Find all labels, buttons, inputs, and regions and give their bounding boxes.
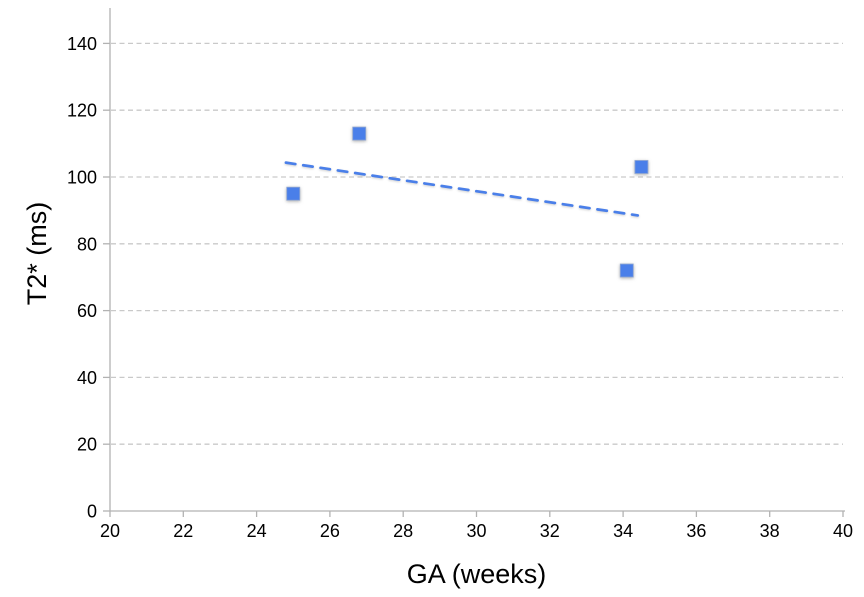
data-point-marker [634, 160, 649, 174]
x-tick-label: 20 [100, 521, 120, 541]
x-tick-label: 38 [760, 521, 780, 541]
data-point-marker [352, 126, 367, 141]
x-tick-label: 34 [613, 521, 633, 541]
y-tick-label: 80 [77, 234, 97, 254]
y-tick-label: 60 [77, 301, 97, 321]
x-tick-label: 40 [833, 521, 853, 541]
trendline [284, 161, 640, 217]
y-tick-label: 100 [67, 168, 97, 188]
x-tick-label: 24 [247, 521, 267, 541]
y-tick-label: 120 [67, 101, 97, 121]
x-tick-label: 32 [540, 521, 560, 541]
x-tick-label: 30 [466, 521, 486, 541]
x-tick-label: 26 [320, 521, 340, 541]
data-point-marker [619, 263, 634, 278]
gridlines-group [111, 42, 843, 445]
y-tick-label: 40 [77, 368, 97, 388]
y-tick-label: 0 [87, 502, 97, 522]
x-tick-label: 28 [393, 521, 413, 541]
axes-group [103, 8, 845, 517]
y-tick-label: 140 [67, 34, 97, 54]
data-points-group [286, 126, 649, 278]
y-axis-title: T2* (ms) [22, 202, 52, 306]
trendline-group [284, 161, 640, 217]
x-tick-label: 22 [173, 521, 193, 541]
data-point-marker [286, 186, 301, 201]
x-tick-label: 36 [686, 521, 706, 541]
y-tick-label: 20 [77, 435, 97, 455]
x-axis-title: GA (weeks) [407, 559, 547, 589]
